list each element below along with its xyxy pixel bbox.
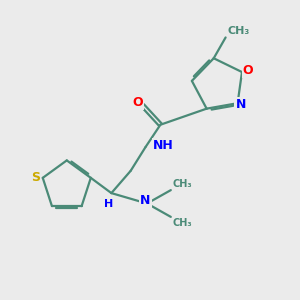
- Text: CH₃: CH₃: [172, 218, 192, 228]
- Text: CH₃: CH₃: [227, 26, 249, 36]
- Text: NH: NH: [153, 139, 174, 152]
- Text: N: N: [140, 194, 151, 207]
- Text: H: H: [104, 199, 113, 209]
- Text: N: N: [236, 98, 246, 111]
- Text: O: O: [243, 64, 253, 77]
- Text: S: S: [31, 171, 40, 184]
- Text: O: O: [133, 96, 143, 109]
- Text: CH₃: CH₃: [172, 178, 192, 189]
